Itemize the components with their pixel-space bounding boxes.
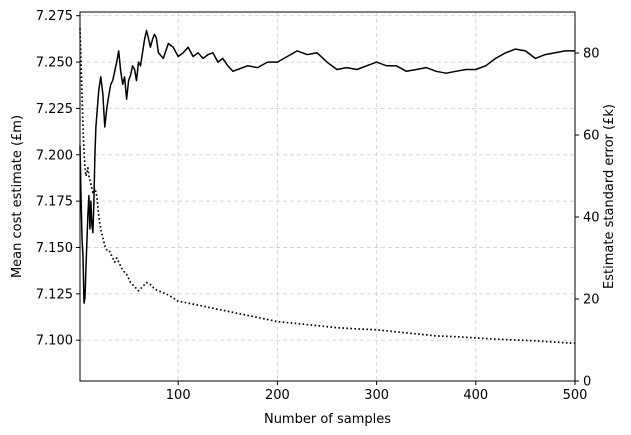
y-left-axis: 7.100 7.125 7.150 7.175 7.200 7.225 7.250 7.275 bbox=[36, 9, 80, 349]
y-right-tick-label: 60 bbox=[583, 129, 600, 144]
y-left-tick-label: 7.200 bbox=[36, 148, 73, 163]
y-left-tick-label: 7.100 bbox=[36, 334, 73, 349]
x-tick-label: 100 bbox=[166, 388, 191, 403]
y-right-tick-label: 80 bbox=[583, 47, 600, 62]
x-tick-label: 400 bbox=[463, 388, 488, 403]
mean-cost-series-line bbox=[79, 29, 575, 304]
y-left-axis-label: Mean cost estimate (£m) bbox=[10, 115, 25, 278]
x-axis-label: Number of samples bbox=[264, 412, 391, 427]
data-layer bbox=[79, 28, 576, 345]
x-axis: 100 200 300 400 500 bbox=[166, 381, 588, 403]
grid-layer bbox=[80, 12, 575, 381]
y-left-tick-label: 7.125 bbox=[36, 287, 73, 302]
x-tick-label: 500 bbox=[563, 388, 588, 403]
y-left-tick-label: 7.175 bbox=[36, 195, 73, 210]
y-left-tick-label: 7.225 bbox=[36, 102, 73, 117]
y-right-tick-label: 0 bbox=[583, 375, 591, 390]
y-right-tick-label: 20 bbox=[583, 293, 600, 308]
x-tick-label: 300 bbox=[364, 388, 389, 403]
y-right-tick-label: 40 bbox=[583, 211, 600, 226]
y-right-axis-label: Estimate standard error (£k) bbox=[602, 104, 617, 289]
y-left-tick-label: 7.250 bbox=[36, 56, 73, 71]
y-left-tick-label: 7.150 bbox=[36, 241, 73, 256]
standard-error-series-line bbox=[79, 28, 576, 345]
y-right-axis: 0 20 40 60 80 bbox=[575, 47, 600, 390]
x-tick-label: 200 bbox=[265, 388, 290, 403]
plot-frame bbox=[79, 11, 576, 382]
y-left-tick-label: 7.275 bbox=[36, 9, 73, 24]
